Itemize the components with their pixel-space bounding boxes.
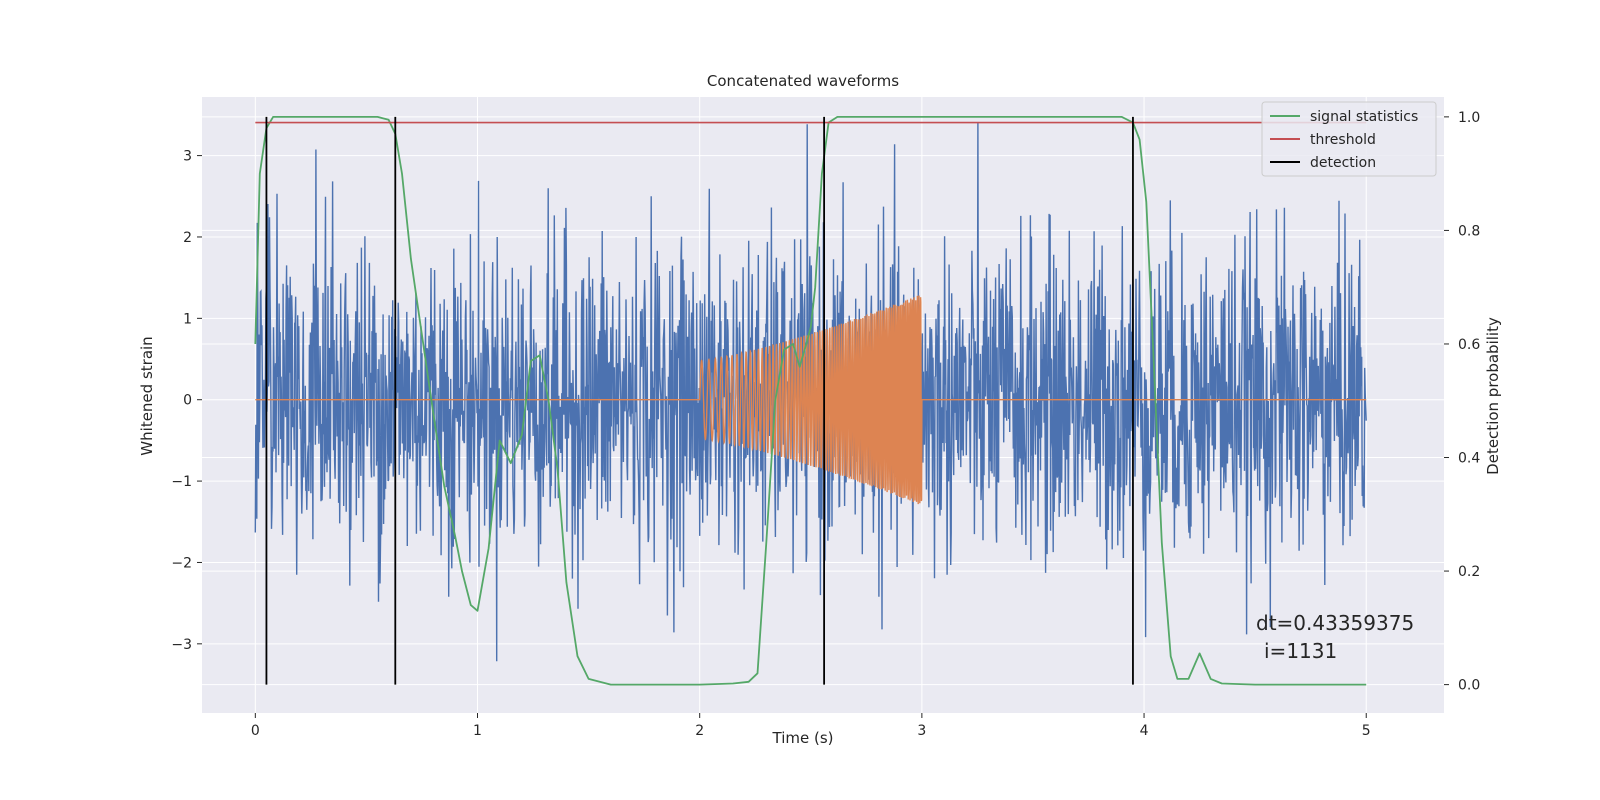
x-tick-label: 1 (473, 723, 482, 739)
annotation-i: i=1131 (1264, 639, 1337, 663)
x-axis-ticks: 0 1 2 3 4 5 (251, 713, 1371, 739)
legend-label: signal statistics (1310, 109, 1418, 125)
left-y-tick-label: 0 (183, 393, 192, 409)
left-y-tick-label: 3 (183, 149, 192, 165)
left-y-tick-label: 1 (183, 311, 192, 327)
signal-statistics-line (254, 116, 1367, 686)
right-y-tick-label: 0.0 (1458, 678, 1480, 694)
legend-label: detection (1310, 155, 1376, 171)
left-y-axis-ticks: −3 −2 −1 0 1 2 3 (171, 149, 202, 653)
annotation-dt: dt=0.43359375 (1256, 611, 1414, 635)
left-y-axis-label: Whitened strain (138, 336, 156, 455)
plot-lines (254, 116, 1367, 686)
right-y-tick-label: 0.4 (1458, 451, 1480, 467)
x-axis-label: Time (s) (772, 729, 834, 747)
left-y-tick-label: −3 (171, 637, 192, 653)
left-y-tick-label: −2 (171, 555, 192, 571)
x-tick-label: 0 (251, 723, 260, 739)
x-tick-label: 3 (917, 723, 926, 739)
x-tick-label: 2 (695, 723, 704, 739)
legend: signal statistics threshold detection (1261, 101, 1437, 177)
right-y-axis-ticks: 0.0 0.2 0.4 0.6 0.8 1.0 (1444, 110, 1480, 694)
right-y-tick-label: 0.8 (1458, 223, 1480, 239)
right-y-tick-label: 1.0 (1458, 110, 1480, 126)
waveform-line (255, 295, 1367, 505)
x-tick-label: 5 (1362, 723, 1371, 739)
legend-box (1261, 101, 1437, 177)
right-y-axis-label: Detection probability (1484, 317, 1502, 475)
left-y-tick-label: −1 (171, 474, 192, 490)
right-y-tick-label: 0.2 (1458, 564, 1480, 580)
legend-label: threshold (1310, 132, 1376, 148)
left-y-tick-label: 2 (183, 230, 192, 246)
x-tick-label: 4 (1140, 723, 1149, 739)
right-y-tick-label: 0.6 (1458, 337, 1480, 353)
chart-title: Concatenated waveforms (707, 72, 899, 90)
